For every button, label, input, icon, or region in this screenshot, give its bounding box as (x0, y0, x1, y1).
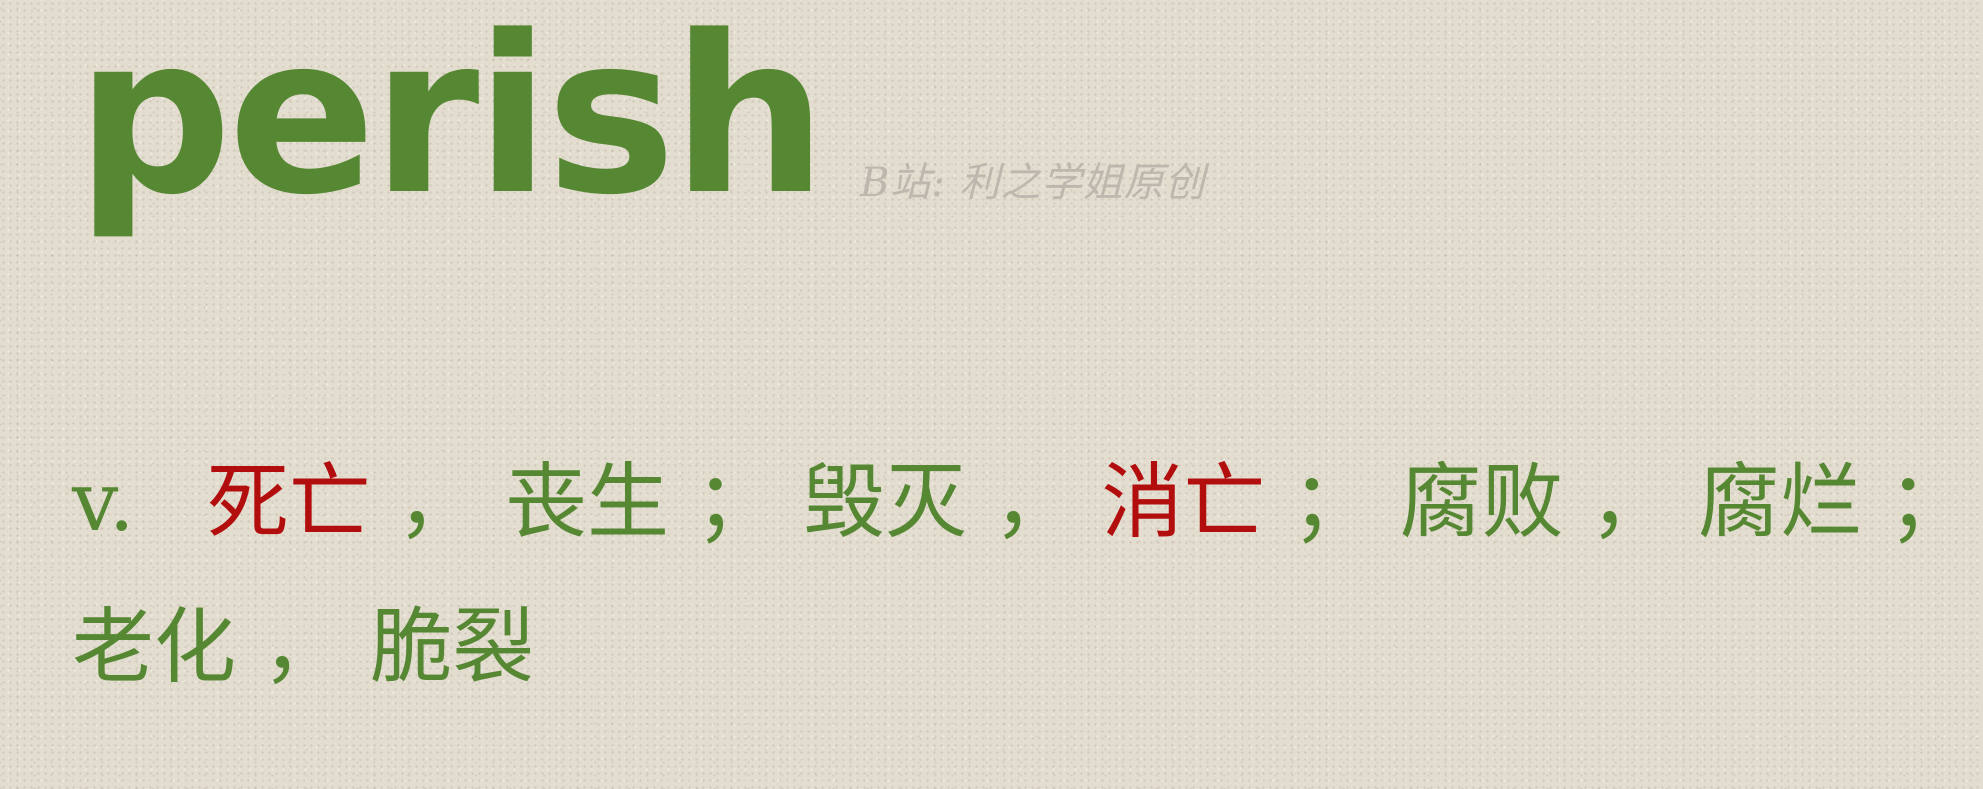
meaning-text: 消亡 (1101, 455, 1266, 550)
punctuation: ； (1291, 455, 1374, 550)
meaning-text: 死亡 (206, 455, 371, 550)
definition: v. 死亡 ， 丧生 ； 毁灭 ， 消亡 ； 腐败 ， 腐烂 ； 老化 ， 脆裂 (72, 430, 1970, 720)
meaning-text: 毁灭 (803, 455, 968, 550)
headword: perish (76, 0, 827, 243)
watermark: B站: 利之学姐原创 (860, 160, 1206, 206)
meaning-text: 腐败 (1399, 455, 1564, 550)
punctuation: ， (262, 600, 345, 695)
punctuation: ； (1887, 455, 1970, 550)
punctuation: ， (1589, 455, 1672, 550)
meaning-text: 老化 (72, 600, 237, 695)
meaning-text: 丧生 (504, 455, 669, 550)
meaning-text: 脆裂 (370, 600, 535, 695)
punctuation: ； (695, 455, 778, 550)
punctuation: ， (993, 455, 1076, 550)
definition-line-2: 老化 ， 脆裂 (72, 575, 1932, 720)
punctuation: ， (396, 455, 479, 550)
meaning-text: 腐烂 (1697, 455, 1862, 550)
definition-line-1: v. 死亡 ， 丧生 ； 毁灭 ， 消亡 ； 腐败 ， 腐烂 ； (72, 430, 1970, 575)
part-of-speech: v. (72, 455, 135, 550)
